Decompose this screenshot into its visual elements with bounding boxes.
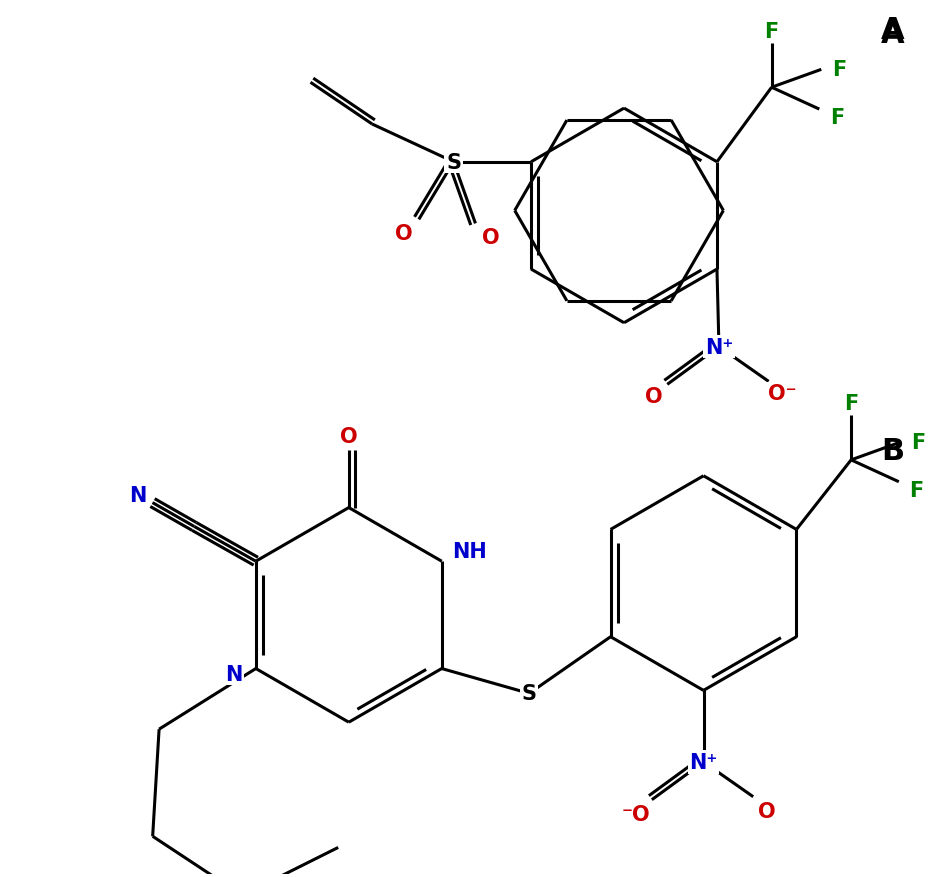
Text: O: O	[395, 224, 413, 244]
Text: O: O	[758, 801, 776, 821]
Text: B: B	[881, 437, 904, 466]
Text: F: F	[832, 61, 846, 81]
Text: F: F	[765, 22, 779, 41]
Text: O⁻: O⁻	[769, 384, 797, 403]
Text: N: N	[225, 664, 243, 684]
Text: F: F	[910, 480, 924, 500]
Text: F: F	[912, 432, 926, 453]
Text: ⁻O: ⁻O	[622, 803, 650, 824]
Text: S: S	[447, 153, 461, 173]
Text: NH: NH	[452, 542, 487, 561]
Text: N: N	[129, 485, 146, 505]
Text: O: O	[481, 228, 499, 248]
Text: S: S	[522, 683, 537, 703]
Text: N⁺: N⁺	[690, 752, 718, 772]
Text: N⁺: N⁺	[705, 337, 733, 357]
Text: F: F	[830, 108, 844, 128]
Text: A: A	[881, 16, 904, 45]
Text: F: F	[844, 394, 858, 414]
Text: O: O	[644, 387, 662, 407]
Text: A: A	[881, 20, 904, 49]
Text: O: O	[340, 426, 358, 446]
